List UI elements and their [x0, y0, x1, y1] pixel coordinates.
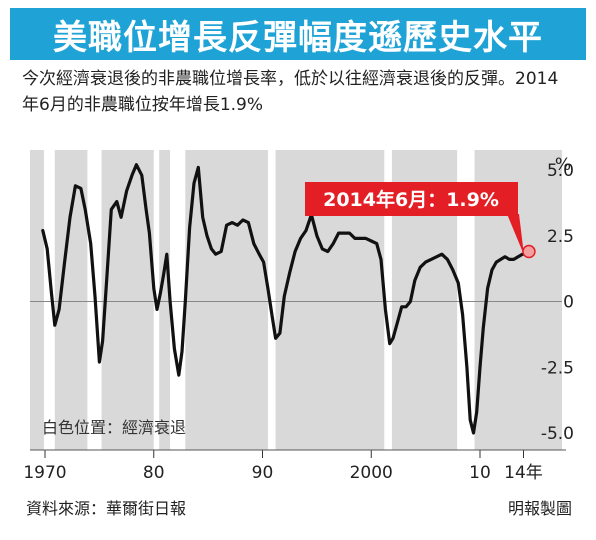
y-tick-label: -2.5: [541, 358, 574, 378]
callout-marker: [522, 244, 536, 259]
chart-subtitle: 今次經濟衰退後的非農職位增長率，低於以往經濟衰退後的反彈。2014年6月的非農職…: [22, 69, 559, 115]
y-tick-label: 5.0: [547, 161, 574, 181]
x-tick-label: 14年: [504, 463, 543, 483]
source-credit: 資料來源：華爾街日報: [26, 499, 186, 518]
y-tick-label: 0: [563, 293, 574, 313]
x-tick-label: 2000: [350, 463, 393, 483]
callout-label: 2014年6月：1.9%: [323, 188, 499, 211]
x-axis-ticks: 1970 80 90 2000 10 14年: [23, 450, 543, 483]
recession-band: [43, 150, 55, 450]
y-tick-label: 2.5: [547, 227, 574, 247]
recession-band: [384, 150, 392, 450]
x-tick-label: 90: [252, 463, 274, 483]
recession-band: [267, 150, 276, 450]
series-line-nonfarm-payroll-growth: [41, 163, 531, 435]
graphic-credit: 明報製圖: [508, 499, 572, 518]
recession-note: 白色位置：經濟衰退: [42, 418, 186, 437]
recession-band: [170, 150, 186, 450]
callout-pointer: [507, 214, 524, 255]
chart-title: 美職位增長反彈幅度遜歷史水平: [10, 8, 586, 60]
callout-box: [305, 182, 518, 216]
recession-band: [457, 150, 475, 450]
callout: 2014年6月：1.9%: [305, 182, 536, 259]
recession-bands: [30, 150, 562, 450]
x-tick-label: 1970: [23, 463, 66, 483]
x-tick-label: 10: [469, 463, 491, 483]
y-tick-label: -5.0: [541, 424, 574, 444]
y-axis-unit: %: [555, 155, 571, 175]
x-tick-label: 80: [143, 463, 165, 483]
y-axis-ticks: 5.0 2.5 0 -2.5 -5.0: [541, 161, 574, 444]
